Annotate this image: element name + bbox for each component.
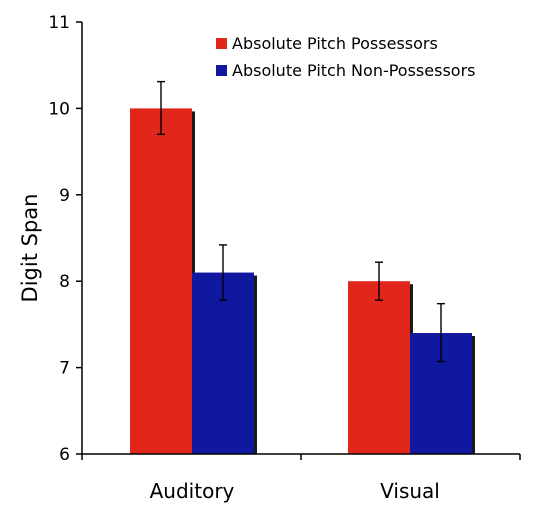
- bar: [348, 281, 410, 454]
- bars: [130, 108, 475, 455]
- legend: Absolute Pitch Possessors Absolute Pitch …: [216, 34, 475, 80]
- legend-swatch: [216, 65, 227, 76]
- y-tick-label: 11: [48, 13, 70, 33]
- x-category-label: Auditory: [150, 479, 235, 503]
- y-tick-label: 8: [59, 272, 70, 292]
- legend-swatch: [216, 38, 227, 49]
- y-tick-label: 6: [59, 445, 70, 465]
- legend-label: Absolute Pitch Non-Possessors: [232, 61, 475, 80]
- y-axis-ticks: 6 7 8 9 10 11: [48, 13, 82, 465]
- bar: [192, 272, 254, 454]
- y-tick-label: 9: [59, 186, 70, 206]
- bar: [130, 108, 192, 455]
- y-tick-label: 10: [48, 99, 70, 119]
- legend-label: Absolute Pitch Possessors: [232, 34, 438, 53]
- x-category-label: Visual: [380, 479, 440, 503]
- error-bars: [157, 80, 445, 363]
- x-axis-ticks: Auditory Visual: [81, 454, 521, 503]
- y-tick-label: 7: [59, 359, 70, 379]
- y-axis-title: Digit Span: [18, 194, 42, 303]
